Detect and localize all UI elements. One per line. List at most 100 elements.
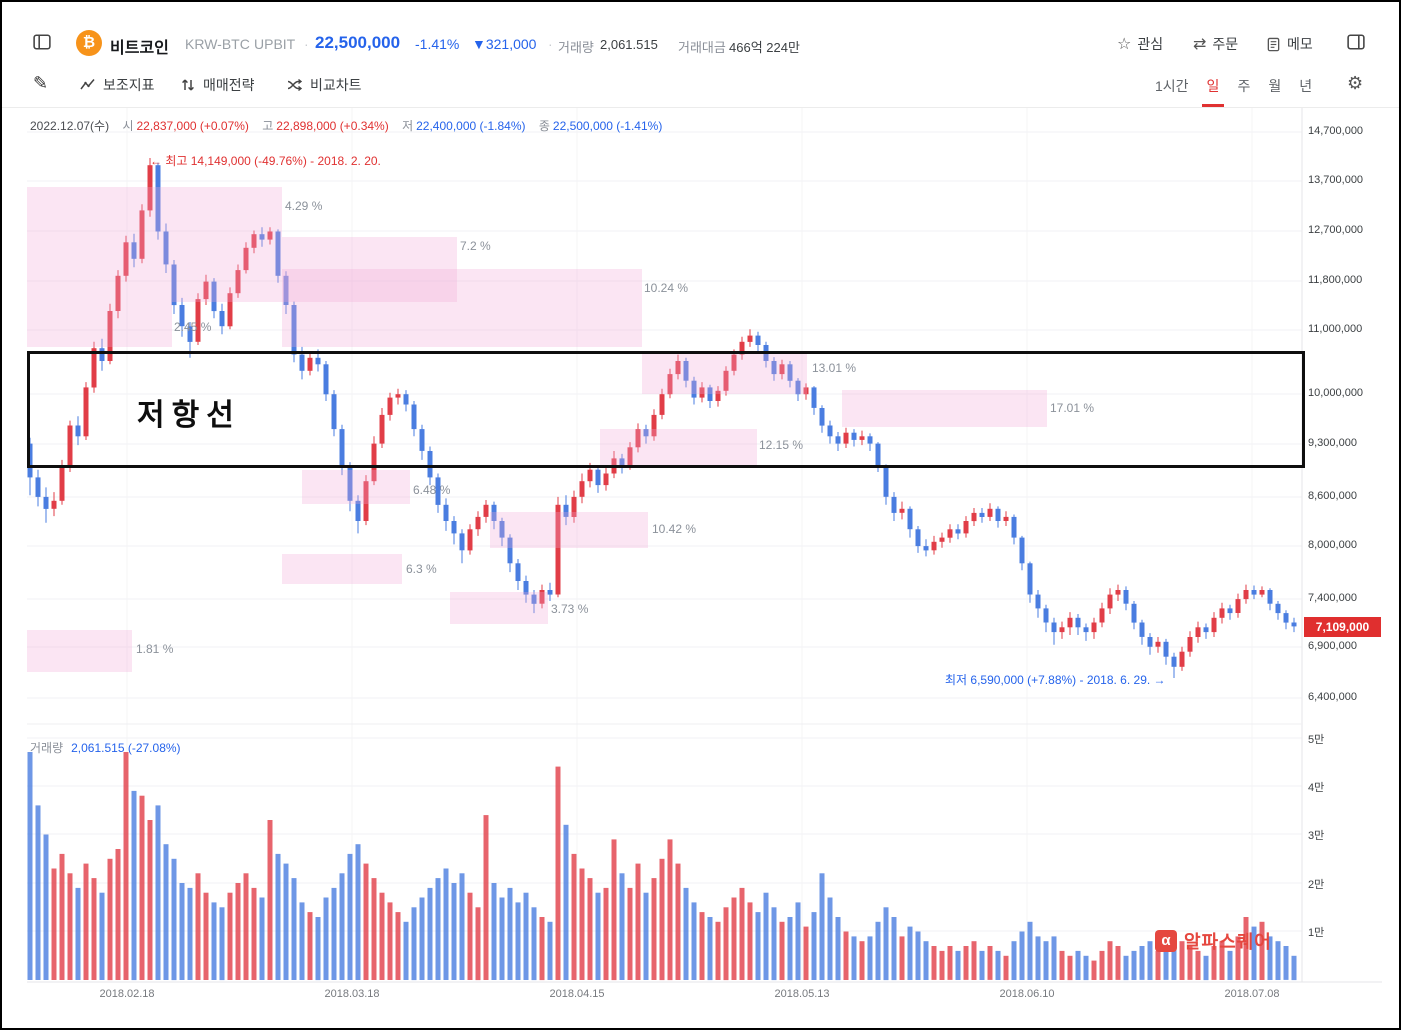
memo-icon [1266,37,1281,52]
measure-zone[interactable] [302,470,410,504]
volume-pane-header: 거래량 2,061.515 (-27.08%) [30,739,181,756]
order-button[interactable]: ⇄ 주문 [1193,34,1238,54]
resistance-box-drawing[interactable] [27,351,1305,468]
volume-label: 거래량 [558,40,594,55]
price-axis-tick: 6,900,000 [1308,640,1357,652]
measure-zone-label: 6.3 % [406,562,437,576]
toolbar: ✎ 보조지표 매매전략 비교차트 1시간 일 주 월 년 ⚙ [2,64,1399,108]
resistance-label: 저항선 [137,399,241,432]
high-label: 고 [262,119,274,133]
memo-button[interactable]: 메모 [1266,34,1313,54]
indicators-label: 보조지표 [103,77,155,93]
volume-axis-tick: 1만 [1308,927,1325,939]
volume-axis-tick: 2만 [1308,879,1325,891]
compare-button[interactable]: 비교차트 [287,75,362,95]
measure-zone-label: 10.24 % [644,281,689,295]
measure-zone-label: 4.29 % [285,199,323,213]
measure-zone[interactable] [282,237,457,302]
low-value: 22,400,000 (-1.84%) [416,119,526,133]
measure-zone[interactable] [490,512,648,548]
price-axis-tick: 6,400,000 [1308,691,1357,703]
measure-zone-label: 6.48 % [413,483,451,497]
ohlc-date: 2022.12.07(수) [30,119,110,133]
price-axis-tick: 10,000,000 [1308,387,1364,399]
compare-label: 비교차트 [310,77,362,93]
date-axis-tick: 2018.04.15 [549,988,605,1000]
volume-axis-tick: 5만 [1308,734,1325,746]
high-value: 22,898,000 (+0.34%) [276,119,389,133]
low-label: 저 [402,119,414,133]
swap-arrows-icon: ⇄ [1193,36,1207,53]
bitcoin-icon: ₿ [76,30,102,56]
measure-zone[interactable] [27,187,282,302]
tab-1hour[interactable]: 1시간 [1155,78,1189,94]
strategy-button[interactable]: 매매전략 [180,75,255,95]
measure-zone[interactable] [450,592,548,624]
measure-zone[interactable] [282,554,402,584]
measure-zone-label: 2.45 % [174,320,212,334]
measure-zone[interactable] [642,354,807,394]
open-label: 시 [122,119,134,133]
price-axis-tick: 8,600,000 [1308,490,1357,502]
date-axis-tick: 2018.07.08 [1224,988,1280,1000]
change-percent: -1.41% [415,36,460,52]
measure-zone-label: 1.81 % [136,642,174,656]
strategy-label: 매매전략 [203,77,255,93]
volume-pane-label: 거래량 [30,741,64,755]
measure-zone[interactable] [600,429,757,467]
tab-day[interactable]: 일 [1201,78,1225,107]
measure-zone-label: 13.01 % [812,361,857,375]
separator-dot: · [548,36,553,52]
tab-week[interactable]: 주 [1237,78,1251,94]
measure-zone-label: 7.2 % [460,239,491,253]
line-chart-icon [80,77,96,93]
turnover-label: 거래대금 [678,40,726,55]
price-axis-tick: 11,800,000 [1308,274,1363,286]
order-label: 주문 [1212,36,1239,52]
indicators-button[interactable]: 보조지표 [80,75,155,95]
measure-zone-label: 3.73 % [551,602,589,616]
date-axis-tick: 2018.02.18 [99,988,155,1000]
interval-tabs: 1시간 일 주 월 년 [1155,76,1313,107]
highest-price-annotation: ← 최고 14,149,000 (-49.76%) - 2018. 2. 20. [150,154,381,168]
measure-zone[interactable] [27,302,172,347]
volume-axis-tick: 4만 [1308,782,1325,794]
watch-label: 관심 [1137,36,1164,52]
lowest-price-annotation: 최저 6,590,000 (+7.88%) - 2018. 6. 29. → [945,673,1166,687]
measure-zone[interactable] [27,630,132,672]
measure-zone-label: 12.15 % [759,438,804,452]
close-label: 종 [538,119,550,133]
alphasquare-logo: α 알파스퀘어 [1155,928,1272,954]
memo-label: 메모 [1287,36,1313,52]
volume-value: 2,061.515 [600,37,658,52]
last-price-badge: 7,109,000 [1304,617,1381,637]
ohlc-info-line: 2022.12.07(수) 시 22,837,000 (+0.07%) 고 22,8… [30,117,662,134]
measure-zone[interactable] [282,269,642,347]
measure-zone-label: 10.42 % [652,522,697,536]
alpha-logo-icon: α [1155,930,1177,952]
price-axis-tick: 9,300,000 [1308,437,1357,449]
date-axis-tick: 2018.05.13 [774,988,830,1000]
tab-month[interactable]: 월 [1268,78,1282,94]
panel-toggle-icon[interactable] [1347,33,1365,51]
current-price: 22,500,000 [315,33,401,52]
sort-arrows-icon [180,77,196,93]
watch-button[interactable]: ☆ 관심 [1117,34,1163,54]
header: ₿ 비트코인 KRW-BTC UPBIT · 22,500,000 -1.41%… [2,2,1399,65]
separator-dot: · [304,36,309,52]
draw-pencil-icon[interactable]: ✎ [33,73,49,93]
settings-gear-icon[interactable]: ⚙ [1347,73,1364,93]
date-axis-tick: 2018.03.18 [324,988,380,1000]
tab-year[interactable]: 년 [1299,78,1313,94]
sidebar-toggle-icon[interactable] [33,33,51,51]
price-axis-tick: 13,700,000 [1308,174,1364,186]
coin-name: 비트코인 [110,40,169,57]
exchange-label: UPBIT [254,36,296,52]
measure-zone[interactable] [842,390,1047,427]
alpha-logo-text: 알파스퀘어 [1184,932,1272,952]
close-value: 22,500,000 (-1.41%) [552,119,663,133]
volume-axis-tick: 3만 [1308,830,1325,842]
pair-label: KRW-BTC [185,36,250,52]
